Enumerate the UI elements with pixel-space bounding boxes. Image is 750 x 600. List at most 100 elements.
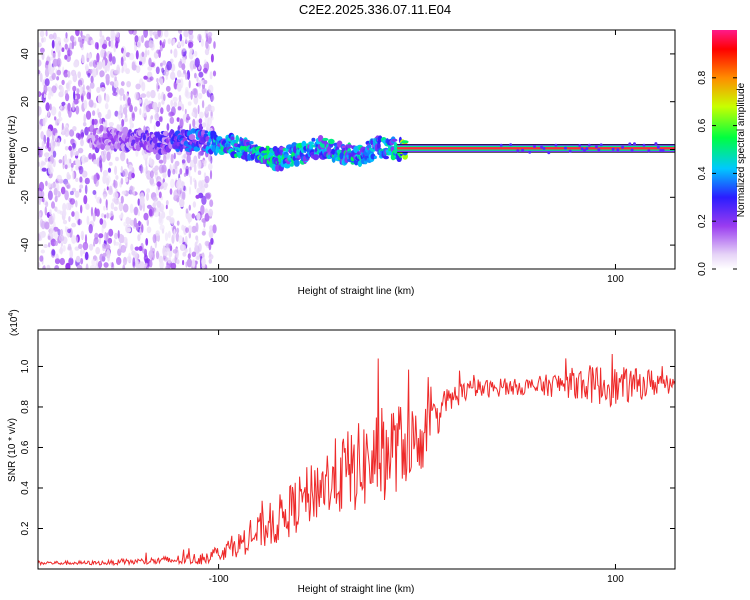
- spectrogram-cell: [61, 122, 64, 131]
- spectrogram-cell: [528, 150, 532, 154]
- spectrogram-cell: [87, 134, 93, 138]
- spectrogram-cell: [210, 237, 214, 245]
- spectrogram-cell: [108, 122, 114, 127]
- spectrogram-cell: [57, 50, 61, 58]
- spectrogram-xtick-label: 100: [607, 274, 624, 285]
- spectrogram-cell: [112, 56, 116, 65]
- spectrogram-cell: [82, 249, 86, 255]
- spectrogram-panel: -100 100 40 20 0 -20 -40 Height of straight li…: [7, 29, 676, 297]
- spectrogram-cell: [69, 249, 73, 259]
- spectrogram-cell: [99, 218, 104, 225]
- spectrogram-cell: [204, 175, 210, 184]
- spectrogram-ytick-label: 20: [20, 96, 31, 108]
- spectrogram-cell: [138, 35, 141, 43]
- spectrogram-cell: [117, 230, 120, 239]
- spectrogram-cell: [90, 206, 94, 217]
- spectrogram-cell: [47, 110, 50, 117]
- spectrogram-cell: [40, 249, 45, 254]
- spectrogram-cell: [167, 257, 172, 264]
- spectrogram-cell: [132, 257, 136, 267]
- spectrogram-cell: [152, 102, 158, 110]
- spectrogram-cell: [181, 103, 185, 112]
- spectrogram-cell: [51, 72, 56, 81]
- spectrogram-cell: [138, 220, 141, 227]
- spectrogram-cell: [179, 198, 185, 208]
- spectrogram-cell: [55, 43, 60, 53]
- spectrogram-cell: [173, 152, 176, 160]
- spectrogram-cell: [144, 50, 148, 58]
- spectrogram-cell: [96, 174, 101, 180]
- spectrogram-cell: [94, 42, 99, 50]
- spectrogram-cell: [79, 184, 84, 189]
- spectrogram-cell: [204, 213, 210, 222]
- spectrogram-cell: [134, 35, 139, 43]
- spectrogram-cell: [40, 47, 45, 53]
- spectrogram-cell: [95, 246, 101, 255]
- spectrogram-cell: [149, 76, 154, 81]
- spectrogram-cell: [204, 130, 208, 134]
- spectrogram-cell: [74, 190, 80, 198]
- spectrogram-cell: [187, 225, 193, 234]
- spectrogram-cell: [111, 33, 117, 38]
- spectrogram-cell: [114, 232, 118, 240]
- spectrogram-ticks: -100 100 40 20 0 -20 -40: [20, 30, 675, 285]
- spectrogram-cell: [101, 213, 105, 218]
- spectrogram-cell: [96, 52, 100, 63]
- spectrogram-cell: [656, 145, 660, 149]
- spectrogram-cell: [101, 151, 104, 159]
- spectrogram-cell: [80, 204, 83, 214]
- spectrogram-cell: [101, 43, 107, 50]
- colorbar-tick-label: 0.6: [697, 118, 708, 132]
- spectrogram-cell: [93, 240, 96, 247]
- spectrogram-cell: [647, 149, 651, 153]
- spectrogram-cell: [186, 70, 191, 80]
- spectrogram-cell: [185, 91, 191, 99]
- spectrogram-cell: [126, 158, 129, 165]
- spectrogram-cell: [128, 52, 135, 61]
- spectrogram-cell: [54, 258, 61, 265]
- spectrogram-cell: [114, 76, 117, 82]
- spectrogram-cell: [85, 65, 89, 72]
- spectrogram-cell: [205, 193, 211, 200]
- snr-ytick-label: 0.8: [20, 400, 31, 414]
- spectrogram-cell: [72, 101, 75, 111]
- spectrogram-cell: [167, 230, 171, 239]
- spectrogram-cell: [195, 194, 200, 199]
- spectrogram-cell: [167, 38, 172, 45]
- spectrogram-cell: [69, 198, 76, 205]
- spectrogram-cell: [54, 240, 59, 246]
- spectrogram-cell: [162, 60, 167, 66]
- spectrogram-cell: [73, 90, 76, 101]
- spectrogram-cell: [68, 145, 73, 151]
- spectrogram-cell: [176, 117, 180, 122]
- snr-multiplier-close: ): [9, 309, 20, 312]
- spectrogram-cell: [197, 33, 202, 42]
- spectrogram-cell: [210, 105, 215, 113]
- spectrogram-cell: [134, 246, 140, 251]
- spectrogram-cell: [99, 118, 102, 125]
- spectrogram-cell: [156, 82, 160, 92]
- spectrogram-cell: [80, 230, 85, 240]
- spectrogram-cell: [196, 251, 201, 260]
- spectrogram-cell: [121, 119, 125, 127]
- spectrogram-cell: [179, 33, 183, 42]
- spectrogram-cell: [322, 137, 329, 141]
- spectrogram-cell: [196, 212, 201, 221]
- spectrogram-cell: [48, 61, 52, 69]
- spectrogram-cell: [67, 80, 72, 85]
- spectrogram-cell: [188, 80, 191, 89]
- spectrogram-cell: [107, 167, 112, 173]
- spectrogram-cell: [84, 37, 89, 42]
- spectrogram-cell: [93, 102, 97, 109]
- spectrogram-cell: [165, 85, 171, 92]
- spectrogram-cell: [39, 30, 45, 38]
- colorbar: 0.0 0.2 0.4 0.6 0.8 Normalized spectral ampl…: [697, 30, 747, 276]
- spectrogram-cell: [82, 121, 87, 127]
- spectrogram-cell: [75, 200, 78, 208]
- spectrogram-cell: [110, 202, 115, 210]
- spectrogram-cell: [194, 72, 197, 79]
- spectrogram-cell: [56, 69, 62, 76]
- snr-ytick-label: 1.0: [20, 359, 31, 373]
- spectrogram-cell: [87, 72, 91, 78]
- spectrogram-cell: [108, 228, 114, 237]
